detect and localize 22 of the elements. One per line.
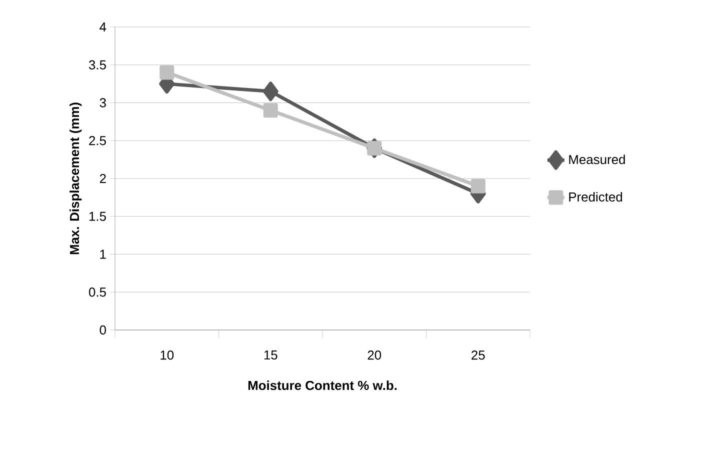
point — [470, 178, 486, 194]
x-tick-label: 20 — [368, 350, 382, 360]
point — [367, 140, 382, 156]
y-tick-label: 3 — [100, 98, 106, 108]
y-tick-label: 2 — [100, 174, 106, 184]
x-tick-label: 10 — [160, 350, 174, 360]
legend-label: Measured — [569, 154, 625, 164]
y-tick-label: 2.5 — [89, 136, 106, 146]
y-tick-label: 1 — [100, 250, 106, 259]
y-axis-title: Max. Displacement (mm) — [70, 102, 82, 254]
x-tick-label: 25 — [472, 350, 485, 360]
x-axis-title: Moisture Content % w.b. — [248, 380, 397, 390]
x-tick-label: 15 — [264, 350, 278, 360]
point — [160, 65, 174, 80]
y-tick-label: 4 — [100, 22, 106, 32]
y-tick-label: 0 — [100, 325, 106, 335]
point — [263, 103, 278, 118]
y-tick-label: 0.5 — [88, 288, 106, 297]
y-tick-label: 3.5 — [88, 60, 106, 70]
legend-label: Predicted — [569, 192, 622, 202]
point — [262, 82, 278, 102]
y-tick-label: 1.5 — [89, 212, 106, 221]
